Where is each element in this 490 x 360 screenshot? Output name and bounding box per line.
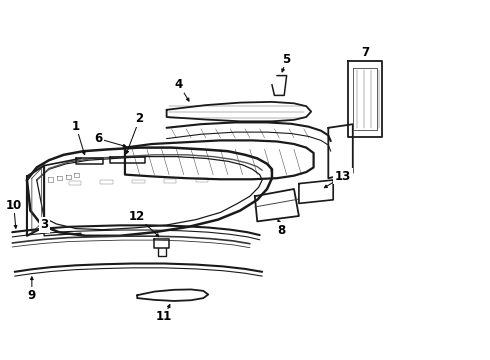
Text: 13: 13 [335, 170, 351, 183]
Text: 10: 10 [5, 199, 22, 212]
Text: 5: 5 [283, 53, 291, 66]
Text: 2: 2 [136, 112, 144, 125]
Text: 11: 11 [156, 310, 172, 323]
Text: 1: 1 [72, 120, 80, 132]
Text: 4: 4 [175, 78, 183, 91]
Text: 6: 6 [94, 132, 102, 145]
Text: 7: 7 [361, 46, 369, 59]
Text: 3: 3 [40, 219, 48, 231]
Text: 12: 12 [129, 210, 146, 222]
Text: 8: 8 [278, 224, 286, 237]
Text: 9: 9 [28, 289, 36, 302]
